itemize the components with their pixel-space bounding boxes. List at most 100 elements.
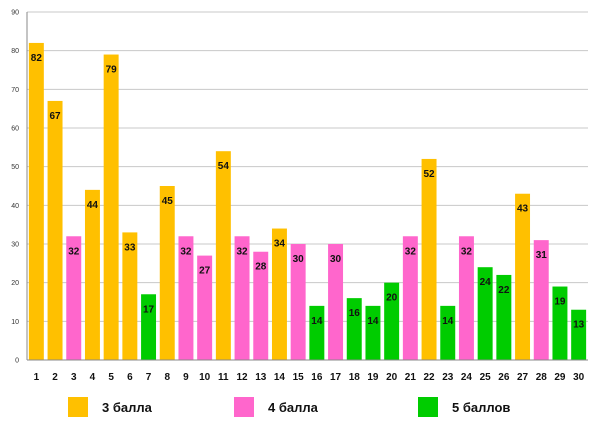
legend-label-4-balla: 4 балла [268, 399, 318, 415]
y-tick-label-90: 90 [11, 10, 19, 17]
bar-12 [234, 236, 250, 360]
data-label-7: 17 [143, 304, 155, 315]
data-label-30: 13 [573, 320, 585, 331]
y-tick-label-70: 70 [11, 87, 19, 94]
data-label-28: 31 [536, 250, 548, 261]
bar-29 [552, 286, 568, 360]
bar-24 [458, 236, 474, 360]
gridlines [27, 11, 588, 322]
y-tick-label-50: 50 [11, 164, 19, 171]
data-label-5: 79 [106, 65, 118, 76]
data-label-10: 27 [199, 266, 211, 277]
y-tick-label-0: 0 [15, 358, 19, 365]
x-tick-label-2: 2 [52, 372, 58, 383]
x-tick-label-3: 3 [71, 372, 77, 383]
bar-19 [365, 305, 381, 360]
data-label-29: 19 [554, 297, 566, 308]
data-label-2: 67 [49, 111, 61, 122]
x-tick-label-22: 22 [423, 372, 435, 383]
bar-2 [47, 100, 63, 360]
data-label-13: 28 [255, 262, 267, 273]
data-label-23: 14 [442, 316, 454, 327]
x-tick-label-26: 26 [498, 372, 510, 383]
bar-1 [28, 42, 44, 360]
legend-swatch-4-balla [234, 397, 254, 417]
x-tick-label-7: 7 [146, 372, 152, 383]
data-label-11: 54 [218, 161, 230, 172]
x-axis: 1 2 3 4 5 6 7 8 9 10 11 12 13 14 15 16 17 18 19 20 21 22 23 24 2… [27, 359, 588, 383]
x-tick-label-18: 18 [349, 372, 361, 383]
data-label-21: 32 [405, 246, 417, 257]
y-tick-label-40: 40 [11, 203, 19, 210]
x-tick-label-17: 17 [330, 372, 342, 383]
x-tick-label-29: 29 [554, 372, 566, 383]
bar-13 [253, 251, 269, 360]
x-tick-label-25: 25 [480, 372, 492, 383]
bar-4 [84, 189, 100, 360]
bar-21 [402, 236, 418, 360]
data-label-16: 14 [311, 316, 323, 327]
data-labels: 82 67 32 44 79 33 17 45 32 27 54 32 28 34 30 14 30 16 14 20… [31, 53, 585, 331]
bar-28 [533, 240, 549, 360]
y-tick-label-20: 20 [11, 280, 19, 287]
data-label-6: 33 [124, 242, 136, 253]
data-label-3: 32 [68, 246, 80, 257]
x-tick-label-9: 9 [183, 372, 189, 383]
data-label-26: 22 [498, 285, 510, 296]
bar-23 [440, 305, 456, 360]
data-label-9: 32 [180, 246, 192, 257]
data-label-27: 43 [517, 204, 529, 215]
y-tick-label-10: 10 [11, 319, 19, 326]
data-label-20: 20 [386, 293, 398, 304]
bar-8 [159, 186, 175, 360]
y-tick-label-80: 80 [11, 48, 19, 55]
x-tick-label-15: 15 [293, 372, 305, 383]
legend-item-3-balla: 3 балла [68, 396, 152, 418]
bar-11 [215, 151, 231, 360]
data-label-17: 30 [330, 254, 342, 265]
bars [28, 42, 587, 361]
bar-17 [328, 244, 344, 360]
legend-swatch-5-ballov [418, 397, 438, 417]
x-tick-label-28: 28 [536, 372, 548, 383]
x-tick-label-30: 30 [573, 372, 585, 383]
data-label-1: 82 [31, 53, 43, 64]
data-label-8: 45 [162, 196, 174, 207]
bar-22 [421, 158, 437, 360]
data-label-15: 30 [293, 254, 305, 265]
bar-26 [496, 274, 512, 360]
x-tick-label-14: 14 [274, 372, 286, 383]
y-tick-label-60: 60 [11, 126, 19, 133]
x-tick-label-5: 5 [108, 372, 114, 383]
x-tick-label-8: 8 [164, 372, 170, 383]
x-tick-label-19: 19 [367, 372, 379, 383]
data-label-18: 16 [349, 308, 361, 319]
y-tick-label-30: 30 [11, 242, 19, 249]
x-tick-label-4: 4 [90, 372, 96, 383]
bar-20 [384, 282, 400, 360]
data-label-25: 24 [480, 277, 492, 288]
legend-swatch-3-balla [68, 397, 88, 417]
x-tick-label-27: 27 [517, 372, 529, 383]
data-label-24: 32 [461, 246, 473, 257]
x-tick-label-16: 16 [311, 372, 323, 383]
x-tick-label-10: 10 [199, 372, 211, 383]
data-label-12: 32 [236, 246, 248, 257]
bar-25 [477, 267, 493, 360]
bar-5 [103, 54, 119, 361]
legend-item-4-balla: 4 балла [234, 396, 318, 418]
x-tick-label-13: 13 [255, 372, 267, 383]
x-tick-label-24: 24 [461, 372, 473, 383]
legend-label-5-ballov: 5 баллов [452, 399, 511, 415]
x-tick-label-12: 12 [236, 372, 248, 383]
bar-18 [346, 298, 362, 360]
x-tick-label-6: 6 [127, 372, 133, 383]
x-tick-label-23: 23 [442, 372, 454, 383]
bar-7 [141, 294, 157, 360]
data-label-4: 44 [87, 200, 99, 211]
bar-6 [122, 232, 138, 360]
bar-15 [290, 244, 306, 360]
legend-label-3-balla: 3 балла [102, 399, 152, 415]
data-label-22: 52 [423, 169, 435, 180]
